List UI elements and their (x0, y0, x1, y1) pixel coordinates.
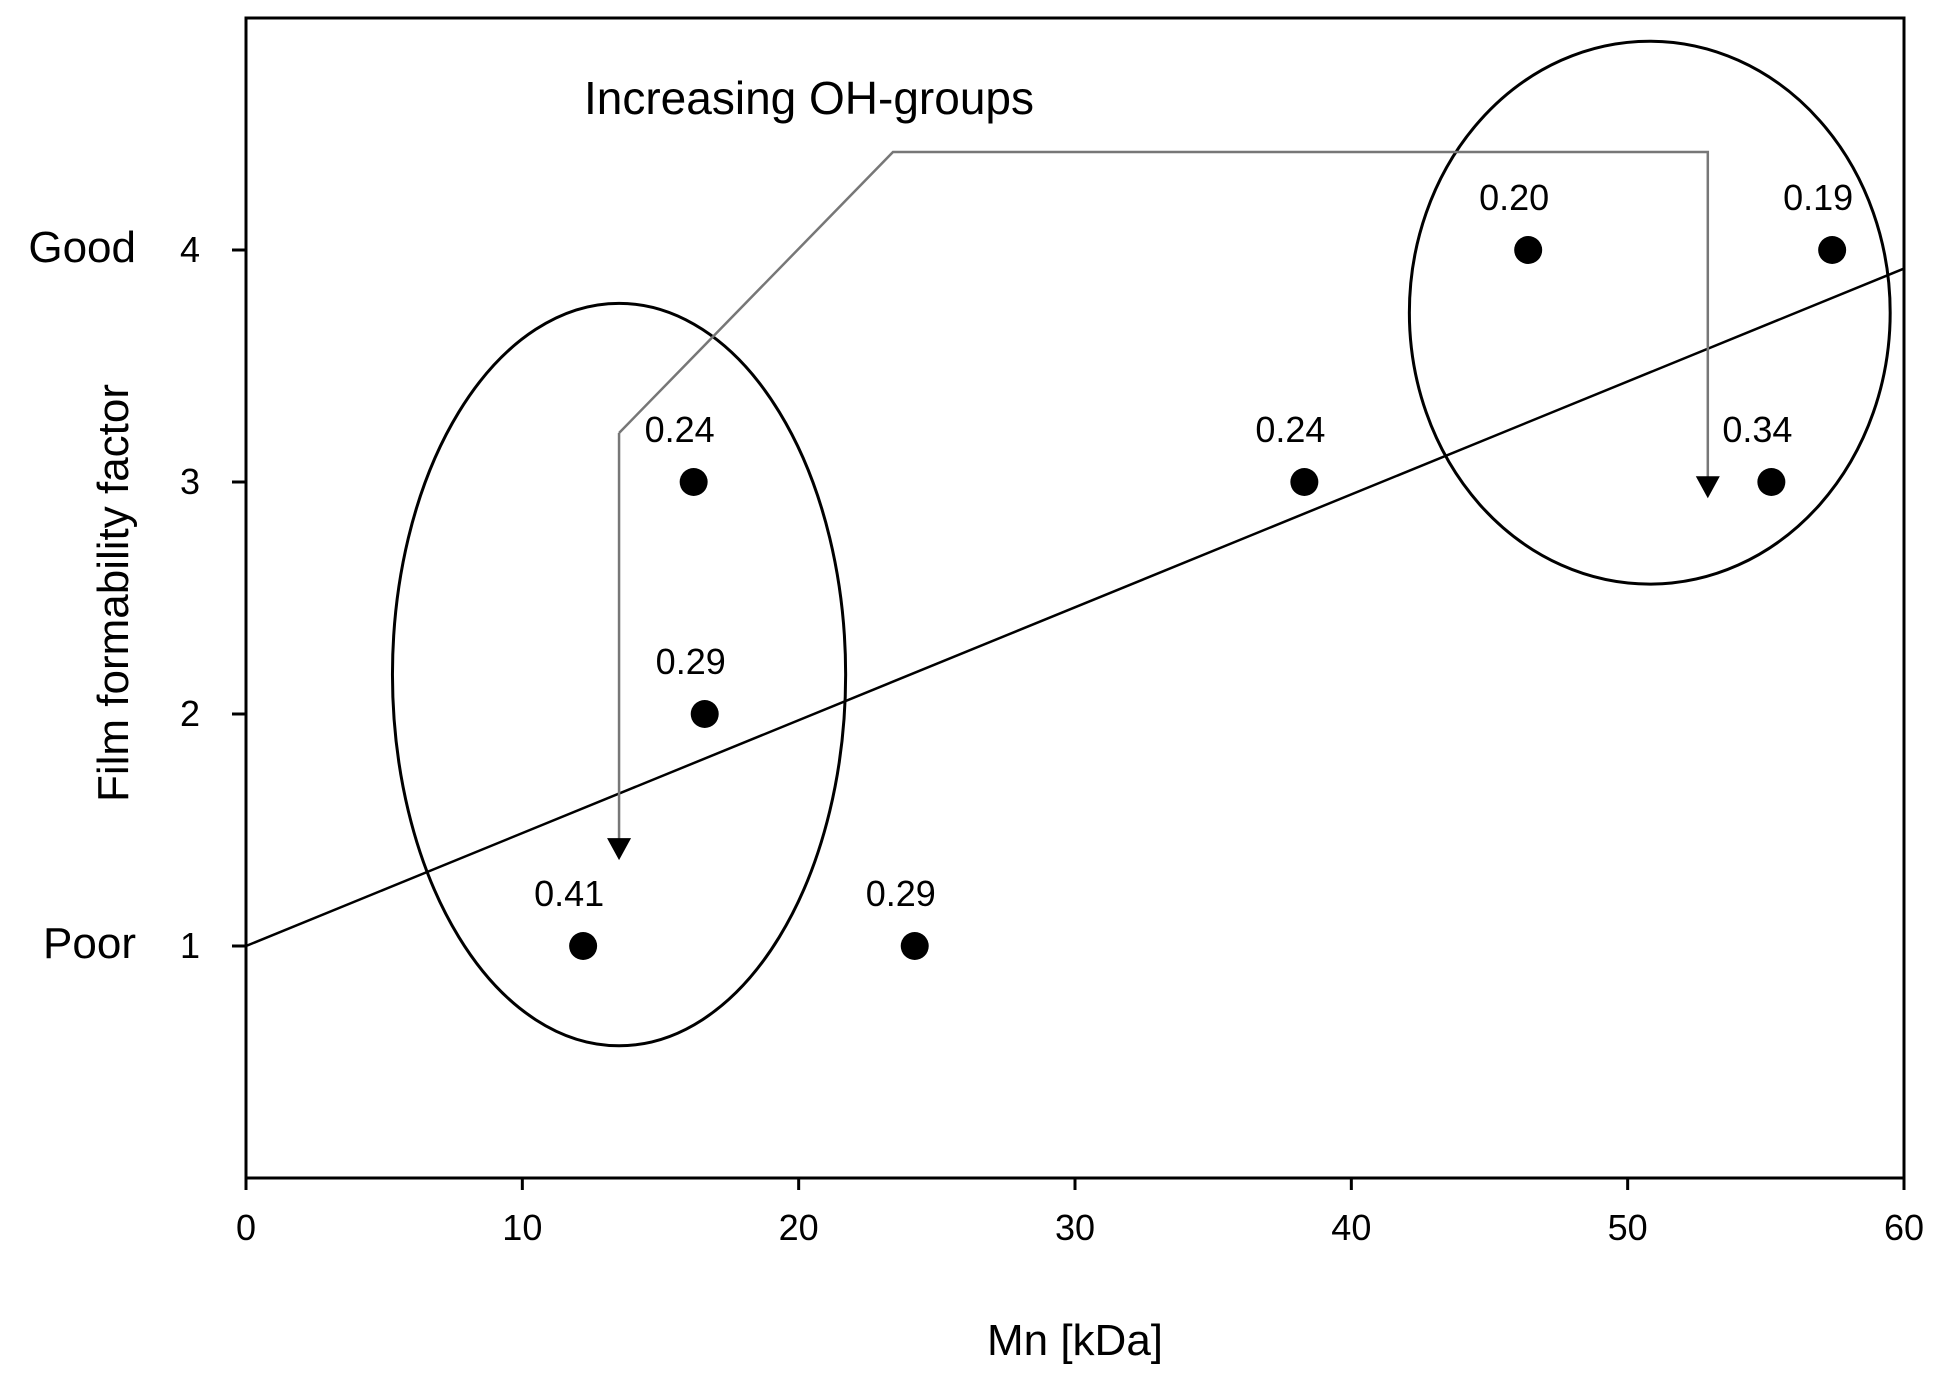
data-point-6 (1514, 236, 1543, 264)
annotation-text: Increasing OH-groups (584, 72, 1034, 124)
annotation-leader-line (618, 150, 1710, 485)
data-point-label-4: 0.29 (866, 873, 936, 914)
trendline (245, 267, 1905, 948)
data-point-label-3: 0.29 (656, 641, 726, 682)
x-tick-label-0: 0 (236, 1207, 256, 1248)
data-points (569, 236, 1847, 960)
x-tick-label-60: 60 (1884, 1207, 1924, 1248)
y-category-label-poor: Poor (43, 919, 136, 968)
x-tick-label-30: 30 (1055, 1207, 1095, 1248)
data-point-label-6: 0.20 (1479, 177, 1549, 218)
trendline-layer (245, 267, 1905, 948)
data-point-label-2: 0.24 (645, 409, 715, 450)
y-tick-label-1: 1 (180, 925, 200, 966)
data-point-2 (679, 468, 708, 496)
annotation-arrowhead-left (607, 838, 632, 861)
group-ellipse-2 (1407, 39, 1892, 586)
x-tick-label-40: 40 (1331, 1207, 1371, 1248)
y-tick-label-4: 4 (180, 229, 200, 270)
data-point-5 (1290, 468, 1319, 496)
data-point-8 (1818, 236, 1847, 264)
data-point-1 (569, 932, 598, 960)
annotation-leader-lines (607, 150, 1720, 861)
x-tick-label-20: 20 (779, 1207, 819, 1248)
data-point-7 (1757, 468, 1786, 496)
data-point-label-8: 0.19 (1783, 177, 1853, 218)
plot-frame (244, 16, 1906, 1180)
group-ellipse-1 (390, 301, 848, 1048)
data-point-3 (690, 700, 719, 728)
data-point-label-7: 0.34 (1722, 409, 1792, 450)
data-point-labels: 0.41 0.24 0.29 0.29 0.24 0.20 0.34 0.19 (534, 177, 1853, 914)
x-axis-title: Mn [kDa] (987, 1316, 1163, 1365)
data-point-4 (900, 932, 929, 960)
data-point-label-1: 0.41 (534, 873, 604, 914)
y-category-label-good: Good (28, 223, 136, 272)
y-tick-label-3: 3 (180, 461, 200, 502)
x-tick-label-50: 50 (1608, 1207, 1648, 1248)
data-point-label-5: 0.24 (1255, 409, 1325, 450)
y-axis-title: Film formability factor (89, 384, 138, 802)
axis-ticks: 0 10 20 30 40 50 60 1 2 3 4 Good Poor (28, 223, 1924, 1248)
y-tick-label-2: 2 (180, 693, 200, 734)
annotation-arrowhead-right (1695, 476, 1720, 499)
group-ellipses (390, 39, 1892, 1048)
x-tick-label-10: 10 (502, 1207, 542, 1248)
